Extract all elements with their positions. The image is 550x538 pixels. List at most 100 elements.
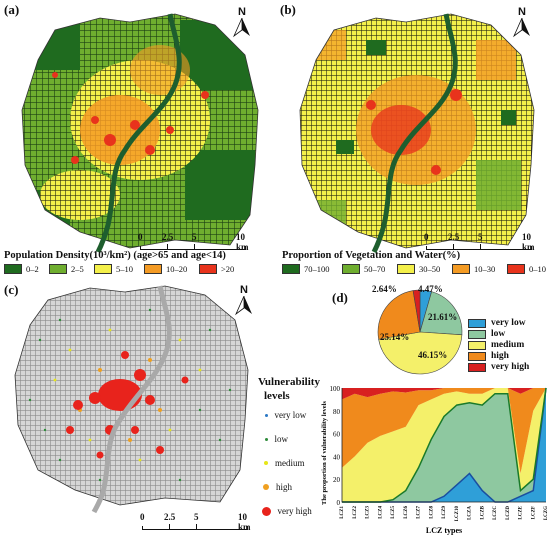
x-tick-label: LCZ6 <box>404 506 409 519</box>
legend-label: 50–70 <box>364 264 386 274</box>
legend-item: 5–10 <box>94 264 133 274</box>
legend-label: very high <box>491 362 530 372</box>
legend-item: medium <box>264 458 305 468</box>
x-tick-label: LCZ5 <box>391 506 396 519</box>
legend-label: 0–2 <box>26 264 39 274</box>
legend-label: 10–30 <box>474 264 496 274</box>
legend-item: 0–2 <box>4 264 39 274</box>
x-tick-label: LCZ2 <box>353 506 358 519</box>
legend-swatch <box>468 362 486 372</box>
legend-swatch <box>282 264 300 274</box>
legend-label: 30–50 <box>419 264 441 274</box>
river <box>371 13 458 254</box>
legend-item: 10–20 <box>144 264 187 274</box>
legend-label: very low <box>274 410 307 420</box>
legend-swatch <box>49 264 67 274</box>
x-tick-label: LCZ10 <box>455 506 460 522</box>
legend-item: >20 <box>199 264 234 274</box>
legend-swatch <box>199 264 217 274</box>
scale-3: 10 km <box>238 512 251 532</box>
vulnerability-pie-chart <box>377 289 463 375</box>
scale-bar: 0 2.5 5 10 km <box>140 512 257 536</box>
legend-label: very high <box>277 506 312 516</box>
legend-swatch <box>94 264 112 274</box>
x-tick-label: LCZ3 <box>366 506 371 519</box>
pie-label: 4.47% <box>418 284 443 294</box>
legend-item: 70–100 <box>282 264 330 274</box>
legend-swatch <box>342 264 360 274</box>
x-tick-label: LCZ9 <box>442 506 447 519</box>
legend-item: 10–30 <box>452 264 495 274</box>
y-tick-label: 60 <box>333 431 341 439</box>
panel-b: (b) N <box>276 0 550 274</box>
legend-item: very low <box>264 410 307 420</box>
legend-label: high <box>276 482 293 492</box>
legend-dot <box>263 484 269 490</box>
legend-item: very low <box>468 318 526 328</box>
legend-label: very low <box>491 318 526 328</box>
legend-title: Vulnerability <box>258 376 320 388</box>
legend-label: 5–10 <box>116 264 133 274</box>
legend-swatch <box>144 264 162 274</box>
pie-label: 21.61% <box>428 312 458 322</box>
legend-item: 2–5 <box>49 264 84 274</box>
x-tick-label: LCZC <box>493 506 498 520</box>
scale-0: 0 <box>140 512 145 522</box>
legend-swatch <box>468 318 486 328</box>
legend-item: medium <box>468 340 524 350</box>
north-label: N <box>240 284 248 296</box>
legend-item: very high <box>261 506 312 516</box>
legend-dot <box>261 506 271 516</box>
x-tick-label: LCZG <box>544 506 549 520</box>
scale-1: 2.5 <box>162 232 174 242</box>
legend-label: 70–100 <box>304 264 330 274</box>
pie-label: 25.14% <box>380 332 410 342</box>
scale-0: 0 <box>424 232 429 242</box>
y-tick-label: 40 <box>333 453 341 461</box>
x-axis-label: LCZ types <box>426 526 462 535</box>
river <box>95 13 182 254</box>
scale-1: 2.5 <box>448 232 460 242</box>
legend-item: very high <box>468 362 529 372</box>
legend-swatch <box>507 264 525 274</box>
scale-0: 0 <box>138 232 143 242</box>
panel-label-a: (a) <box>4 2 20 17</box>
area-series-low <box>342 388 546 502</box>
area-series-high <box>342 388 546 474</box>
legend-label: low <box>491 329 506 339</box>
x-tick-label: LCZ8 <box>429 506 434 519</box>
scale-3: 10 km <box>236 232 249 252</box>
scale-2: 5 <box>478 232 483 242</box>
legend-swatch <box>468 329 486 339</box>
legend-label: 2–5 <box>71 264 84 274</box>
lcz-area-chart: 0 20 40 60 80 100 LCZ1 LCZ2 LCZ3 LCZ4 LCZ5 LCZ6 LCZ7… <box>321 385 549 535</box>
panel-label-b: (b) <box>280 2 296 17</box>
legend-swatch <box>468 340 486 350</box>
y-axis-label: The proportion of vulnerability levels <box>321 401 328 505</box>
legend-title: Population Density(10³/km²) (age>65 and … <box>4 250 226 261</box>
legend-title: Proportion of Vegetation and Water(%) <box>282 250 461 261</box>
x-tick-label: LCZF <box>531 506 536 519</box>
north-arrow: N <box>232 6 252 38</box>
legend-swatch <box>468 351 486 361</box>
legend-label: medium <box>275 458 305 468</box>
vegetation-water-map <box>299 13 535 254</box>
y-tick-label: 0 <box>337 499 341 507</box>
legend-swatch <box>397 264 415 274</box>
legend-dot <box>264 413 268 417</box>
north-arrow: N <box>512 6 532 38</box>
legend-item: 0–10 <box>507 264 546 274</box>
pie-label: 46.15% <box>418 350 448 360</box>
pie-label: 2.64% <box>372 284 397 294</box>
legend-item: high <box>263 482 292 492</box>
legend-title: levels <box>264 390 290 402</box>
panel-d: (d) 2.64% 4.47% 21.61% 25.14% 46.15% ver… <box>320 280 550 538</box>
axes <box>341 388 546 503</box>
legend-item: low <box>468 329 505 339</box>
legend-item: 30–50 <box>397 264 440 274</box>
area-series-medium <box>342 388 546 502</box>
x-tick-label: LCZD <box>506 506 511 520</box>
pie-slice-medium <box>378 331 463 375</box>
x-tick-label: LCZE <box>519 505 524 519</box>
legend-label: 0–10 <box>529 264 546 274</box>
